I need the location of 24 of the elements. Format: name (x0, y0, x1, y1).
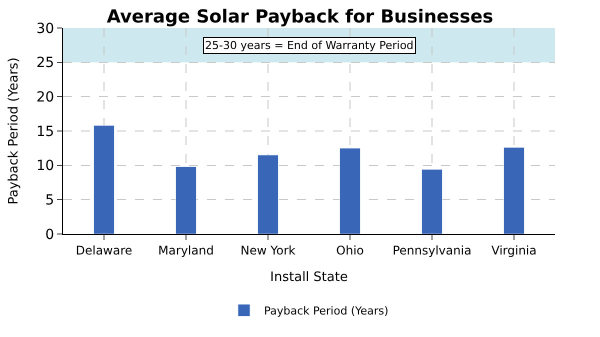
y-axis-title: Payback Period (Years) (6, 57, 22, 205)
chart-title: Average Solar Payback for Businesses (106, 6, 494, 28)
x-tick-label: Pennsylvania (392, 243, 472, 258)
bar (94, 125, 114, 234)
legend-label: Payback Period (Years) (264, 304, 388, 318)
y-tick-label: 0 (45, 226, 54, 243)
bar (504, 147, 524, 234)
y-tick-label: 20 (36, 90, 54, 106)
bar (258, 154, 278, 234)
bar (176, 166, 196, 234)
band-label: 25-30 years = End of Warranty Period (205, 39, 414, 52)
bar (422, 169, 442, 234)
x-tick-label: Maryland (158, 243, 214, 258)
y-tick-label: 25 (36, 55, 54, 72)
y-tick-label: 30 (36, 20, 54, 37)
x-axis-title: Install State (270, 270, 348, 285)
x-tick-label: Ohio (336, 243, 364, 258)
y-tick-label: 15 (36, 124, 54, 140)
bar (340, 148, 360, 234)
y-tick-label: 5 (45, 192, 54, 209)
y-tick-label: 10 (36, 158, 54, 174)
x-tick-label: Delaware (76, 243, 132, 258)
x-tick-label: New York (240, 243, 296, 258)
x-tick-label: Virginia (491, 243, 537, 258)
